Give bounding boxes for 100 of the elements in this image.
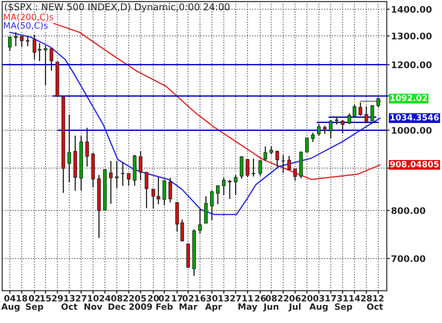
- candlestick: [246, 158, 250, 178]
- candlestick: [293, 168, 297, 182]
- x-tick-label: 31: [337, 295, 348, 302]
- candlestick: [162, 180, 166, 206]
- candlestick: [144, 172, 148, 209]
- candlestick: [275, 150, 280, 168]
- candlestick: [8, 36, 12, 52]
- x2-tick-label: Oct: [367, 303, 383, 310]
- x-tick-label: 08: [266, 295, 277, 302]
- candlestick: [126, 172, 130, 186]
- x-tick-label: 02: [158, 295, 170, 302]
- x-tick-label: 29: [52, 295, 63, 302]
- x2-tick-label: May: [238, 303, 258, 312]
- x-tick-label: 04: [4, 295, 16, 302]
- x-tick-label: 26: [254, 295, 266, 302]
- x-tick-label: 10: [88, 295, 99, 302]
- candlestick: [281, 154, 285, 174]
- candlestick: [222, 177, 226, 196]
- candlestick: [240, 156, 244, 180]
- candlestick: [85, 127, 89, 168]
- candlestick: [252, 158, 256, 178]
- x-tick-label: 05: [134, 295, 146, 302]
- annotation: 908.04805: [390, 161, 439, 168]
- candlestick: [358, 102, 362, 116]
- chart-title: ($SPX : NEW 500 INDEX,D) Dynamic,0:00 24:00: [4, 3, 230, 12]
- y-tick-label: 800.00: [391, 207, 426, 214]
- x2-tick-label: Apr: [205, 303, 222, 312]
- x-tick-label: 12: [373, 295, 384, 302]
- candlestick: [120, 162, 125, 186]
- candlestick: [370, 104, 374, 122]
- x2-tick-label: Oct: [61, 303, 78, 310]
- candlestick: [50, 48, 54, 72]
- x2-tick-label: Aug: [309, 303, 328, 312]
- candlestick: [322, 125, 327, 134]
- candlestick: [234, 174, 238, 196]
- x-tick-label: 27: [230, 295, 241, 302]
- x-tick-label: 08: [111, 295, 122, 302]
- candlestick: [67, 114, 72, 183]
- x2-tick-label: Jul: [288, 303, 300, 312]
- y-tick-label: 1200.00: [392, 61, 432, 68]
- x2-tick-label: Mar: [180, 303, 198, 310]
- candlestick: [305, 137, 309, 154]
- x-tick-label: 17: [326, 295, 336, 302]
- x-tick-label: 18: [16, 295, 28, 302]
- x-tick-label: 30: [206, 295, 218, 302]
- x-tick-label: 14: [349, 295, 360, 302]
- candlestick: [264, 146, 268, 162]
- candlestick: [168, 177, 172, 204]
- x-tick-label: 16: [194, 295, 206, 302]
- x-tick-label: 06: [289, 295, 301, 302]
- candlestick: [210, 190, 214, 221]
- line-series: [9, 32, 381, 216]
- x-tick-label: 17: [172, 295, 182, 302]
- series-label: MA(200,C)s: [4, 13, 54, 22]
- candlestick: [109, 160, 113, 204]
- candlestick: [186, 242, 190, 268]
- x2-tick-label: Feb: [156, 303, 173, 310]
- x-tick-label: 03: [313, 295, 324, 302]
- x-tick-label: 20: [302, 295, 313, 302]
- y-tick-label: 1400.00: [392, 6, 432, 13]
- x-tick-label: 24: [100, 295, 111, 302]
- x2-tick-label: Sep: [334, 303, 352, 312]
- annotation: 1034.3546: [390, 114, 439, 120]
- candlestick: [14, 32, 18, 47]
- x2-tick-label: Jun: [263, 303, 278, 312]
- candlestick: [198, 208, 202, 234]
- x-tick-label: 22: [278, 295, 288, 302]
- x-tick-label: 28: [361, 295, 372, 302]
- candlestick: [328, 120, 333, 139]
- candlestick: [138, 150, 142, 181]
- candlestick: [228, 179, 232, 200]
- x-tick-label: 27: [76, 295, 86, 302]
- x-tick-label: 02: [182, 295, 194, 302]
- candlestick: [204, 196, 208, 224]
- x2-tick-label: Nov: [84, 303, 102, 310]
- candlestick: [44, 45, 48, 86]
- x-tick-label: 20: [148, 295, 159, 302]
- x-tick-label: 02: [28, 295, 40, 302]
- x-tick-label: 11: [242, 295, 253, 302]
- y-tick-label: 700.00: [392, 255, 426, 262]
- x2-tick-label: 2009: [129, 303, 152, 310]
- candlestick: [317, 123, 321, 136]
- candlestick: [258, 159, 262, 176]
- candlestick: [216, 185, 220, 205]
- x-tick-label: 13: [64, 295, 75, 302]
- x-tick-label: 13: [218, 295, 230, 302]
- x2-tick-label: Aug: [1, 303, 20, 312]
- annotation: 1092.02: [390, 94, 427, 101]
- candlestick: [376, 97, 380, 108]
- x-tick-label: 15: [40, 295, 51, 302]
- series-label: MA(50,C)s: [4, 22, 48, 30]
- candlestick: [364, 106, 368, 124]
- candlestick: [287, 155, 291, 170]
- x2-tick-label: Sep: [26, 303, 44, 312]
- y-tick-label: 1300.00: [392, 32, 432, 40]
- candlestick: [26, 35, 30, 47]
- candlestick: [311, 132, 315, 142]
- x-tick-label: 22: [123, 295, 134, 302]
- y-tick-label: 1000.00: [392, 126, 432, 134]
- x2-tick-label: Dec: [108, 303, 126, 310]
